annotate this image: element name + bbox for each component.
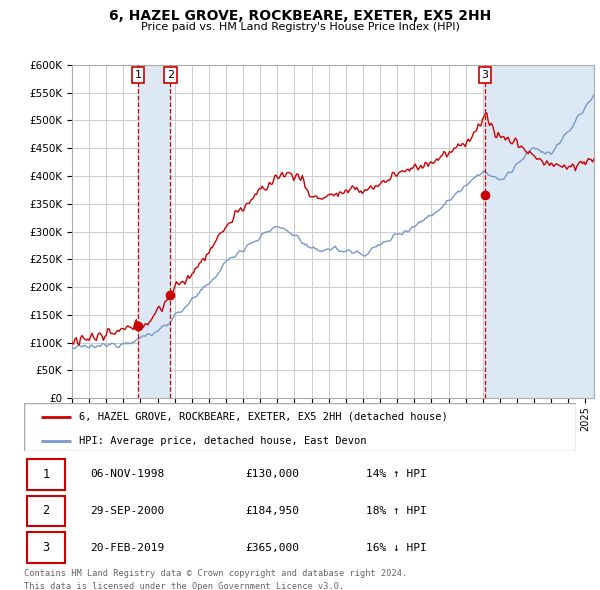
Text: 6, HAZEL GROVE, ROCKBEARE, EXETER, EX5 2HH: 6, HAZEL GROVE, ROCKBEARE, EXETER, EX5 2… (109, 9, 491, 23)
Text: 16% ↓ HPI: 16% ↓ HPI (366, 543, 427, 552)
Text: HPI: Average price, detached house, East Devon: HPI: Average price, detached house, East… (79, 435, 367, 445)
Text: 3: 3 (481, 70, 488, 80)
Text: 1: 1 (134, 70, 142, 80)
Text: 14% ↑ HPI: 14% ↑ HPI (366, 470, 427, 479)
Text: £184,950: £184,950 (245, 506, 299, 516)
Bar (485, 65, 594, 398)
Bar (27, 459, 65, 490)
Text: £130,000: £130,000 (245, 470, 299, 479)
Text: Price paid vs. HM Land Registry's House Price Index (HPI): Price paid vs. HM Land Registry's House … (140, 22, 460, 32)
Bar (27, 532, 65, 563)
Text: 2: 2 (43, 504, 50, 517)
Text: 29-SEP-2000: 29-SEP-2000 (90, 506, 164, 516)
Text: This data is licensed under the Open Government Licence v3.0.: This data is licensed under the Open Gov… (24, 582, 344, 590)
Text: £365,000: £365,000 (245, 543, 299, 552)
Text: 2: 2 (167, 70, 174, 80)
Text: 20-FEB-2019: 20-FEB-2019 (90, 543, 164, 552)
Bar (138, 65, 170, 398)
Text: 6, HAZEL GROVE, ROCKBEARE, EXETER, EX5 2HH (detached house): 6, HAZEL GROVE, ROCKBEARE, EXETER, EX5 2… (79, 411, 448, 421)
Text: 18% ↑ HPI: 18% ↑ HPI (366, 506, 427, 516)
Bar (27, 496, 65, 526)
Text: Contains HM Land Registry data © Crown copyright and database right 2024.: Contains HM Land Registry data © Crown c… (24, 569, 407, 578)
Text: 06-NOV-1998: 06-NOV-1998 (90, 470, 164, 479)
Text: 3: 3 (43, 541, 50, 554)
Text: 1: 1 (43, 468, 50, 481)
